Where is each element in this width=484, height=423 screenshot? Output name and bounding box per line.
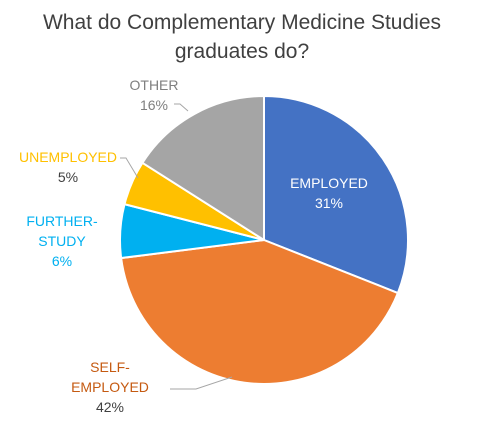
slice-value-label-furtherstudy: 6% <box>52 253 72 269</box>
slice-category-label-other: OTHER <box>130 77 179 93</box>
slice-value-label-employed: 31% <box>315 195 343 211</box>
leader-lines <box>120 103 233 390</box>
slice-category-label-furtherstudy: FURTHER- <box>26 213 98 229</box>
pie-slice-employed <box>263 95 409 295</box>
pie-slice-other <box>141 95 265 241</box>
chart-title-line-1: What do Complementary Medicine Studies <box>42 11 441 34</box>
slice-category-label-selfemployed: SELF- <box>90 359 130 375</box>
slice-category-label-furtherstudy: STUDY <box>38 233 86 249</box>
chart-title: What do Complementary Medicine Studies g… <box>0 8 484 66</box>
slice-category-label-unemployed: UNEMPLOYED <box>19 149 117 165</box>
pie-slice-selfemployed <box>120 239 399 385</box>
slice-labels: EMPLOYED 31% SELF- EMPLOYED 42% FURTHER- STUDY… <box>19 77 368 415</box>
slice-value-label-unemployed: 5% <box>58 169 78 185</box>
slice-value-label-selfemployed: 42% <box>96 399 124 415</box>
leader-line-selfemployed <box>170 376 233 390</box>
slice-value-label-other: 16% <box>140 97 168 113</box>
chart-title-line-2: graduates do? <box>174 40 310 63</box>
leader-line-unemployed <box>120 157 139 179</box>
slice-category-label-employed: EMPLOYED <box>290 175 368 191</box>
pie-slices <box>119 95 409 385</box>
leader-line-other <box>174 103 189 112</box>
slice-category-label-selfemployed: EMPLOYED <box>71 379 149 395</box>
